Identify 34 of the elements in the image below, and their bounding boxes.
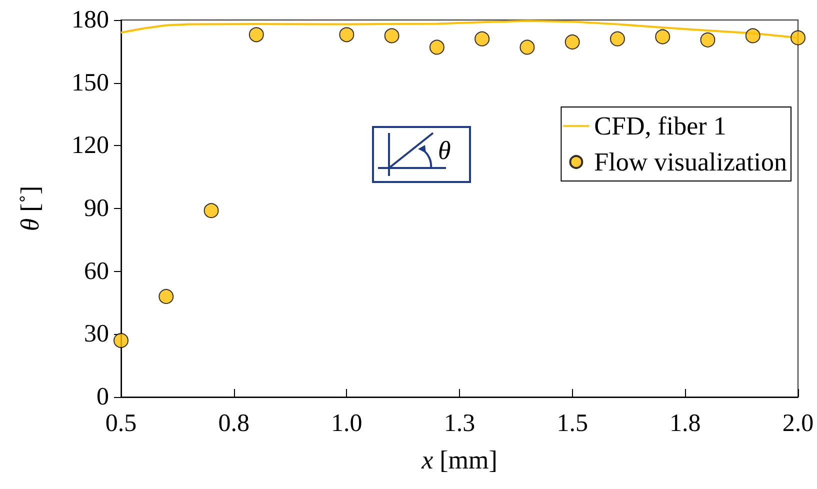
y-tick-label: 90 (84, 195, 109, 222)
point (610, 31, 625, 46)
point (339, 27, 354, 42)
x-tick-label: 0.5 (105, 410, 137, 437)
x-tick-label: 1.3 (444, 410, 476, 437)
point (474, 31, 490, 46)
point (384, 28, 400, 44)
x-tick-label: 1.8 (670, 410, 701, 437)
point (700, 32, 716, 48)
y-tick-label: 150 (72, 69, 109, 96)
point (790, 30, 806, 46)
y-tick-label: 30 (84, 320, 109, 348)
point (655, 29, 670, 44)
x-tick-label: 2.0 (782, 410, 814, 437)
x-tick-label: 1.0 (331, 410, 362, 437)
point (248, 27, 264, 42)
x-tick-label: 0.8 (218, 410, 250, 437)
x-tick-label: 1.5 (556, 410, 588, 437)
point (520, 40, 535, 55)
point (158, 288, 174, 304)
y-tick-label: 0 (96, 384, 109, 410)
annotation: θ (438, 136, 451, 166)
point (204, 203, 219, 218)
point (745, 28, 760, 44)
point (564, 34, 580, 50)
legend-label: Flow visualization (594, 148, 788, 176)
y-axis-title: θ [˚] (16, 186, 44, 232)
y-tick-label: 60 (84, 258, 109, 285)
y-tick-label: 120 (72, 132, 109, 160)
point (429, 40, 444, 55)
point (114, 332, 128, 348)
y-tick-label: 180 (72, 6, 109, 34)
legend-label: CFD, fiber 1 (594, 112, 726, 140)
x-axis-title: x [mm] (420, 446, 498, 474)
